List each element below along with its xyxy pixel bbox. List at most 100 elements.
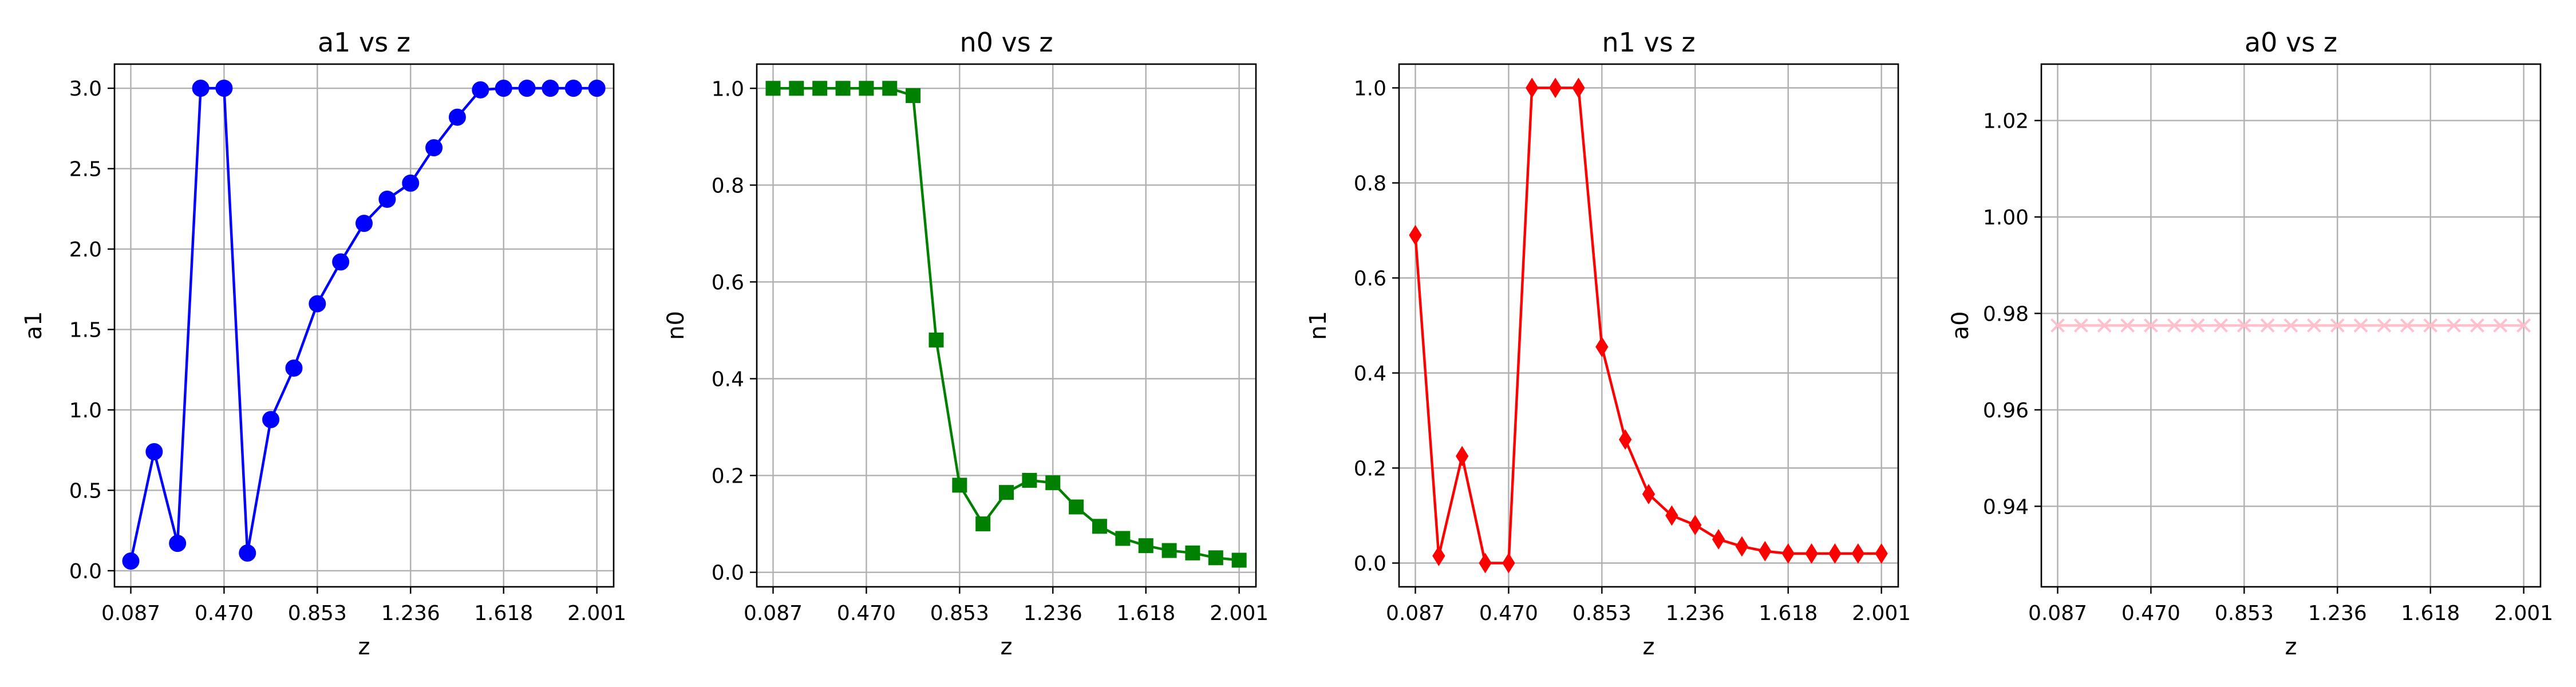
y-tick-label: 0.2	[712, 465, 744, 488]
data-point	[1138, 538, 1153, 554]
x-axis-label: z	[358, 634, 370, 660]
data-point	[1208, 550, 1223, 566]
axes-frame	[2040, 63, 2542, 588]
data-point	[1875, 543, 1888, 564]
x-axis-label: z	[1643, 634, 1655, 660]
data-point	[1022, 473, 1037, 488]
y-tick-label: 0.0	[1354, 552, 1386, 576]
data-point	[1689, 515, 1702, 535]
x-tick-label: 0.087	[744, 602, 803, 625]
chart-title: n1 vs z	[1602, 27, 1696, 58]
data-point	[2050, 318, 2065, 333]
data-point	[1759, 540, 1772, 562]
data-point	[2073, 318, 2088, 333]
data-point	[906, 88, 921, 103]
y-tick-label: 0.0	[69, 560, 102, 583]
x-tick-label: 1.618	[1759, 602, 1818, 625]
y-axis-label: n0	[663, 311, 689, 340]
x-tick-label: 0.470	[837, 602, 896, 625]
chart-title: a1 vs z	[318, 27, 410, 58]
y-tick-label: 1.00	[1983, 206, 2029, 230]
x-tick-label: 2.001	[2494, 602, 2553, 625]
data-point	[1781, 543, 1795, 564]
data-point	[378, 190, 396, 208]
data-point	[2143, 318, 2158, 333]
y-tick-label: 0.6	[712, 271, 744, 294]
data-point	[1185, 545, 1200, 560]
data-point	[929, 332, 944, 348]
x-tick-label: 0.470	[2121, 602, 2180, 625]
x-tick-label: 1.236	[381, 602, 440, 625]
data-point	[239, 544, 256, 562]
x-tick-label: 1.618	[2401, 602, 2460, 625]
x-tick-label: 2.001	[1210, 602, 1269, 625]
data-point	[1665, 505, 1678, 526]
data-point	[169, 535, 187, 552]
x-tick-label: 1.236	[1024, 602, 1082, 625]
y-tick-label: 0.6	[1354, 267, 1386, 291]
y-tick-label: 1.02	[1983, 110, 2029, 133]
data-point	[1572, 77, 1585, 98]
data-point	[975, 516, 991, 532]
data-point	[2447, 318, 2461, 333]
data-point	[2493, 318, 2508, 333]
data-point	[2237, 318, 2251, 333]
x-tick-label: 0.470	[1479, 602, 1538, 625]
data-point	[402, 174, 420, 192]
panel-n0-vs-z: n0 vs z z n0 0.087 0.470 0.853 1.236 1.618 2.…	[663, 27, 1269, 660]
data-point	[1045, 475, 1061, 491]
data-point	[518, 80, 536, 97]
data-point	[2330, 318, 2345, 333]
data-point	[472, 81, 489, 98]
y-tick-label: 0.98	[1983, 302, 2029, 326]
data-point	[1069, 499, 1084, 515]
data-point	[1712, 529, 1725, 550]
x-tick-label: 1.618	[1116, 602, 1175, 625]
data-point	[145, 443, 163, 461]
data-point	[2400, 318, 2415, 333]
data-point	[812, 81, 828, 96]
data-point	[835, 81, 851, 96]
data-point	[2283, 318, 2298, 333]
data-point	[425, 139, 443, 157]
data-point	[1479, 552, 1492, 574]
data-point	[1805, 543, 1818, 564]
chart-title: n0 vs z	[960, 27, 1053, 58]
data-point	[564, 80, 582, 97]
data-point	[1851, 543, 1864, 564]
data-point	[2097, 318, 2112, 333]
data-point	[952, 477, 967, 493]
x-tick-label: 0.087	[1386, 602, 1445, 625]
data-point	[495, 80, 512, 97]
panel-a0-vs-z: a0 vs z z a0 0.087 0.470 0.853 1.236 1.618 2.…	[1947, 27, 2553, 660]
data-point	[1595, 336, 1609, 357]
data-point	[1409, 224, 1422, 246]
y-tick-label: 0.5	[69, 479, 102, 503]
data-point	[765, 81, 781, 96]
y-tick-label: 2.0	[69, 238, 102, 262]
data-point	[859, 81, 874, 96]
axes-frame	[113, 63, 615, 588]
panel-a1-vs-z: a1 vs z z a1 0.087 0.470 0.853 1.236 1.618 2.…	[21, 27, 626, 660]
data-point	[1231, 552, 1247, 568]
y-tick-label: 1.0	[69, 399, 102, 423]
x-tick-label: 2.001	[1852, 602, 1911, 625]
x-tick-label: 0.853	[288, 602, 347, 625]
data-point	[1618, 429, 1632, 450]
data-point	[2167, 318, 2182, 333]
x-tick-label: 0.087	[101, 602, 160, 625]
data-point	[1502, 552, 1515, 574]
data-point	[2306, 318, 2321, 333]
data-point	[1455, 445, 1469, 467]
x-tick-label: 1.236	[1666, 602, 1725, 625]
data-point	[2423, 318, 2438, 333]
chart-title: a0 vs z	[2245, 27, 2337, 58]
data-point	[1526, 77, 1539, 98]
x-tick-label: 2.001	[567, 602, 626, 625]
y-tick-label: 0.0	[712, 562, 744, 585]
data-point	[332, 253, 350, 271]
data-point	[355, 215, 373, 232]
data-point	[2470, 318, 2484, 333]
